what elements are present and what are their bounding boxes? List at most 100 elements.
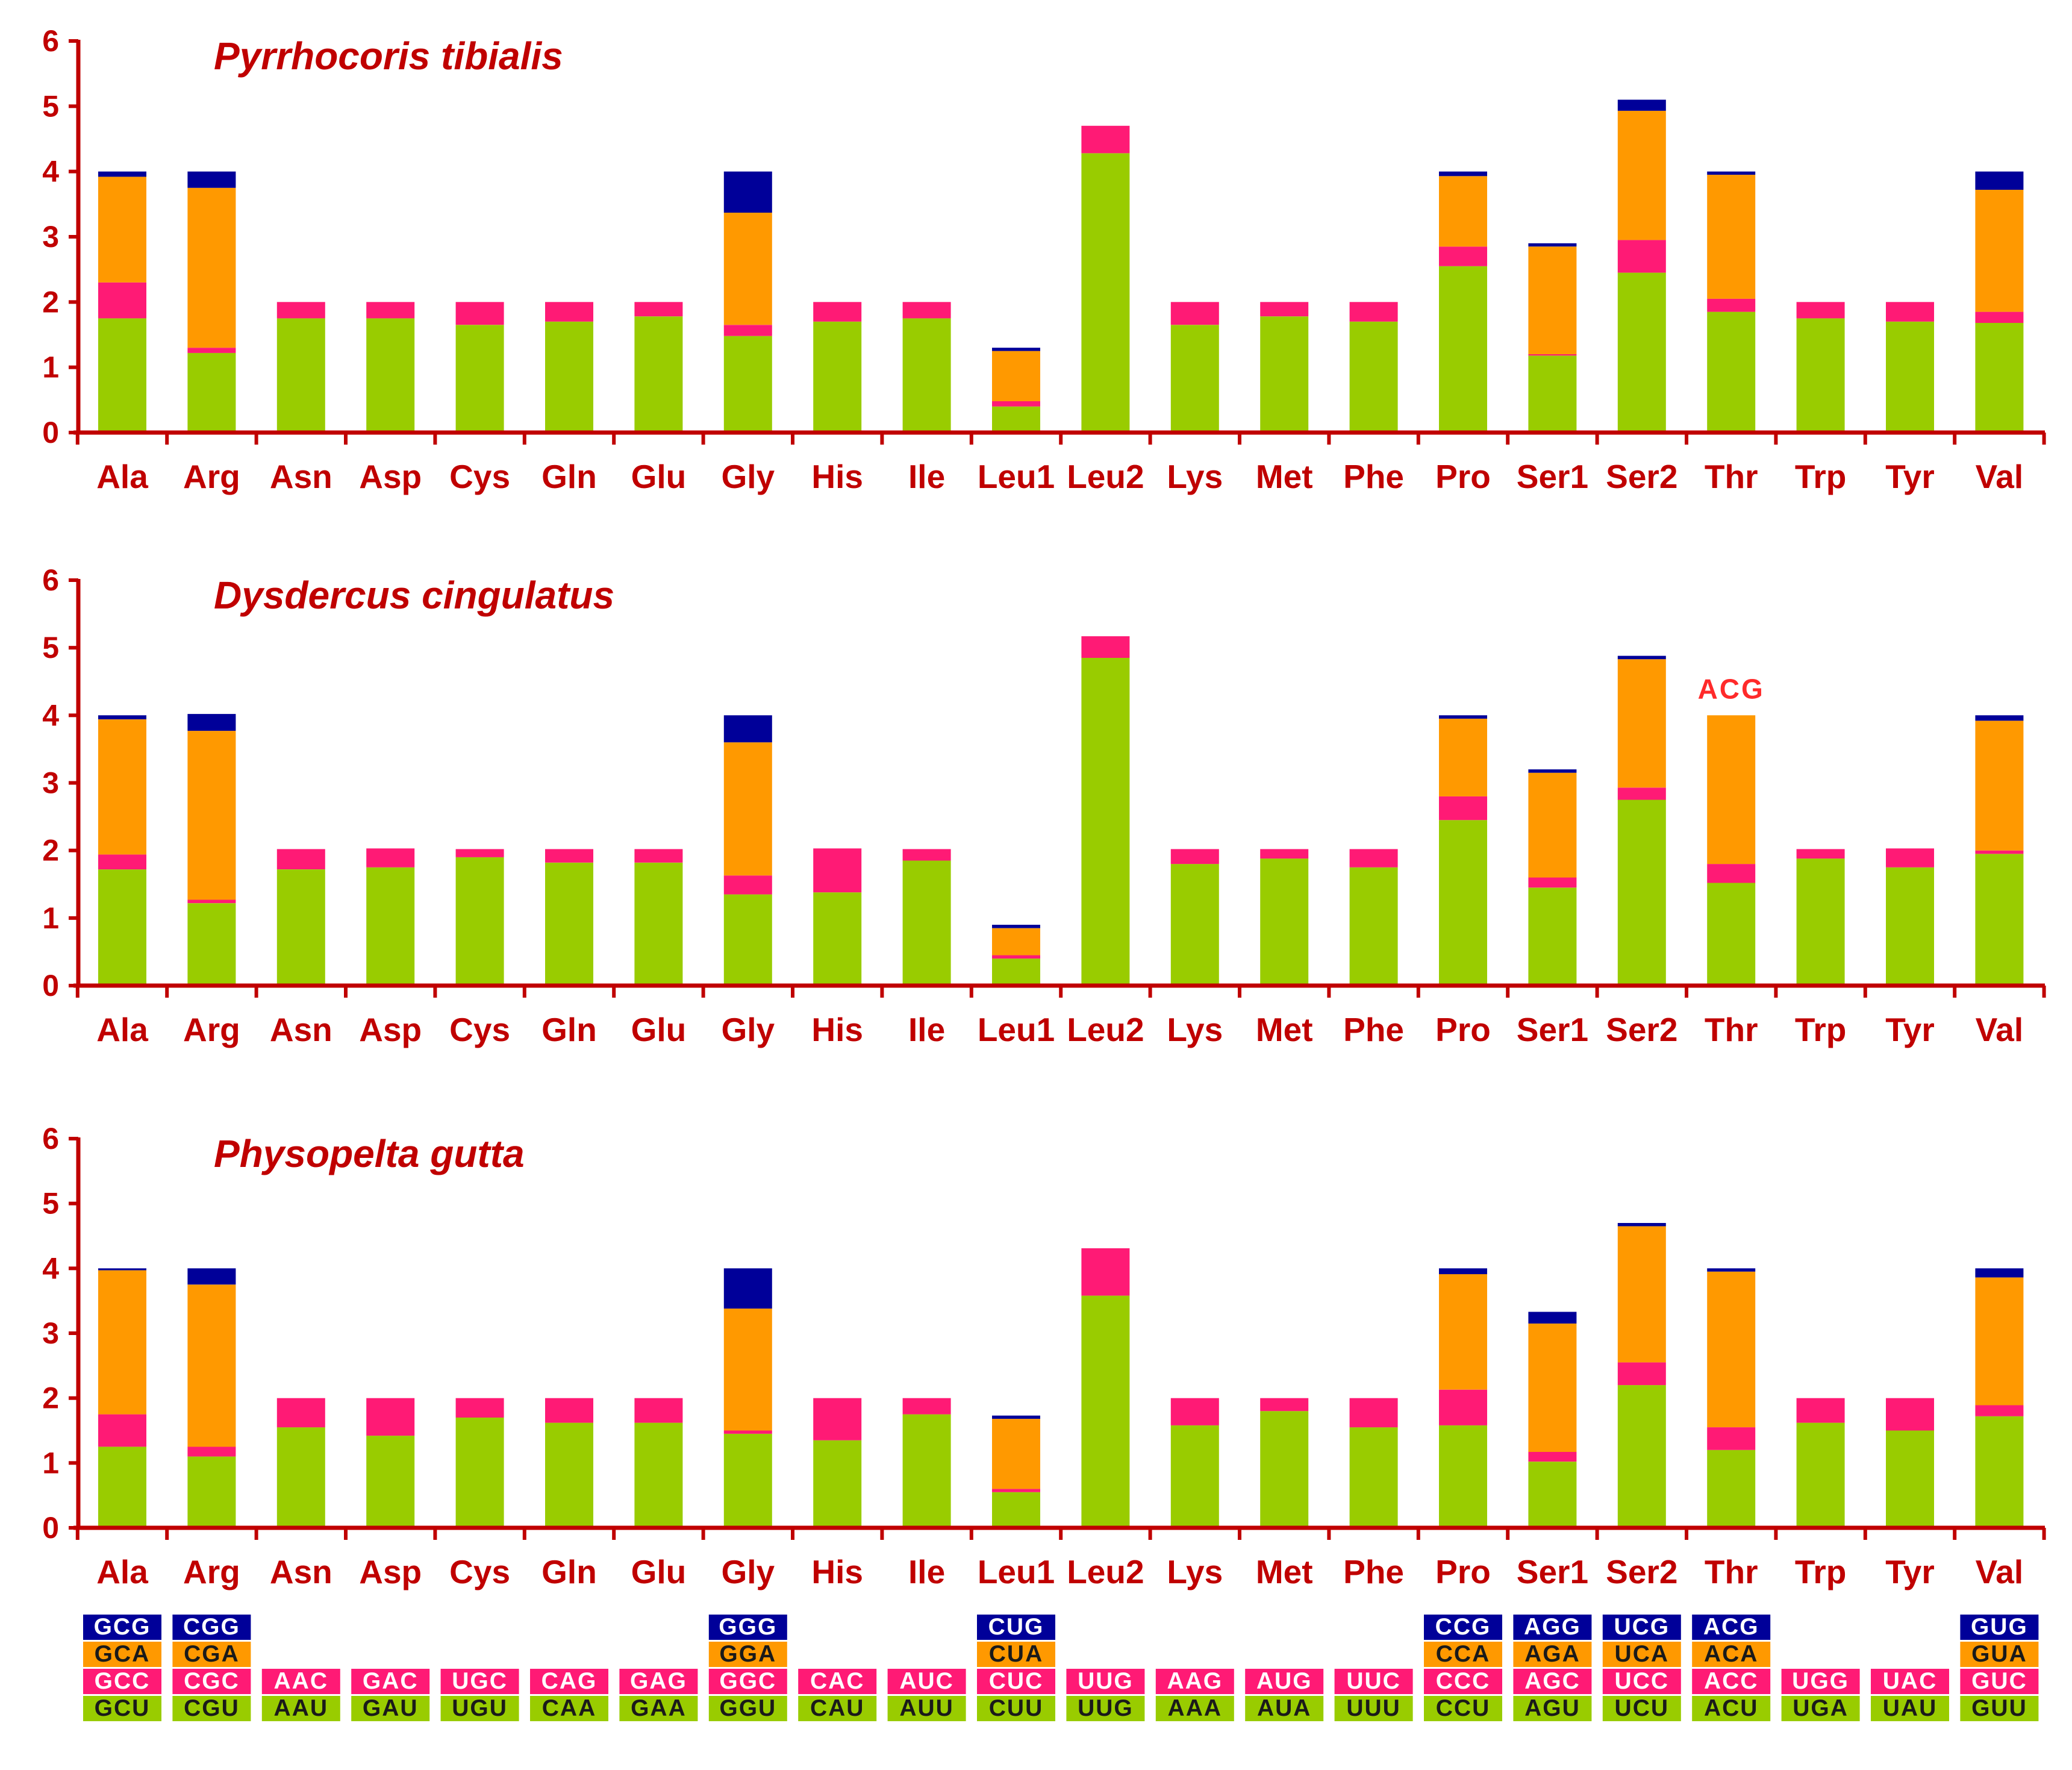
bar-segment-Ser1-4 xyxy=(1528,1312,1577,1324)
bar-segment-Phe-1 xyxy=(1349,1427,1398,1528)
x-tick-label: His xyxy=(811,458,863,495)
bar-segment-Pro-1 xyxy=(1439,266,1487,433)
codon-label: CAG xyxy=(541,1668,598,1694)
x-tick-label: Gly xyxy=(721,1011,775,1048)
codon-box xyxy=(1781,1669,1860,1694)
bar-segment-Val-1 xyxy=(1975,323,2024,433)
bar-segment-Leu1-2 xyxy=(992,955,1040,959)
bar-segment-Ser2-1 xyxy=(1617,272,1666,433)
codon-box xyxy=(1424,1642,1502,1667)
bar-segment-Pro-4 xyxy=(1439,171,1487,177)
codon-box xyxy=(1960,1696,2039,1721)
codon-label: GAC xyxy=(363,1668,419,1694)
x-tick-label: Ser2 xyxy=(1606,1011,1677,1048)
codon-label: GUC xyxy=(1971,1668,2027,1694)
codon-box xyxy=(1334,1669,1413,1694)
codon-box xyxy=(530,1669,608,1694)
codon-box xyxy=(83,1696,161,1721)
chart-title: Physopelta gutta xyxy=(214,1132,525,1175)
bar-segment-Asn-1 xyxy=(276,869,325,986)
codon-label: GCC xyxy=(95,1668,151,1694)
y-tick-label: 5 xyxy=(42,1187,59,1221)
bar-segment-Gly-1 xyxy=(723,1433,772,1528)
codon-label: CAU xyxy=(810,1695,865,1721)
x-tick-label: Thr xyxy=(1705,458,1758,495)
bar-segment-Tyr-1 xyxy=(1886,321,1934,433)
x-tick-label: Gln xyxy=(541,458,597,495)
x-tick-label: Ile xyxy=(908,1553,945,1590)
bar-segment-Ala-1 xyxy=(98,1446,146,1528)
bar-segment-Leu1-1 xyxy=(992,1492,1040,1528)
bar-segment-Lys-1 xyxy=(1170,864,1219,986)
y-tick-label: 4 xyxy=(42,698,59,732)
bar-segment-Pro-1 xyxy=(1439,1425,1487,1528)
codon-label: AAC xyxy=(274,1668,329,1694)
bar-segment-His-2 xyxy=(813,848,862,893)
x-tick-label: His xyxy=(811,1011,863,1048)
bar-segment-Ser2-3 xyxy=(1617,1226,1666,1363)
bar-segment-Ser1-2 xyxy=(1528,1452,1577,1462)
bar-segment-Pro-4 xyxy=(1439,1268,1487,1274)
chart-panel-1: 0 1 2 3 4 5 6 Ala Arg Asn Asp Cys Gln Glu Gly His Ile Leu… xyxy=(42,24,2046,495)
bar-segment-Leu1-3 xyxy=(992,351,1040,401)
x-tick-label: Ala xyxy=(96,1553,148,1590)
bar-segment-Trp-1 xyxy=(1796,318,1845,433)
codon-box xyxy=(887,1669,966,1694)
codon-label: CCU xyxy=(1436,1695,1491,1721)
y-tick-label: 0 xyxy=(42,969,59,1002)
codon-label: GGA xyxy=(719,1641,776,1667)
x-tick-label: Phe xyxy=(1343,1011,1404,1048)
codon-label: AGU xyxy=(1524,1695,1581,1721)
x-tick-label: Gln xyxy=(541,1011,597,1048)
bar-segment-Leu1-4 xyxy=(992,1415,1040,1419)
bar-segment-Gln-1 xyxy=(545,1422,593,1528)
codon-box xyxy=(708,1642,787,1667)
bar-segment-Ser1-2 xyxy=(1528,877,1577,888)
bar-segment-Ser1-2 xyxy=(1528,354,1577,356)
codon-box xyxy=(1692,1642,1771,1667)
bar-segment-Ile-2 xyxy=(902,849,951,861)
bar-segment-Gly-1 xyxy=(723,336,772,433)
x-tick-label: Tyr xyxy=(1885,458,1935,495)
codon-box xyxy=(977,1615,1055,1640)
codon-box xyxy=(1513,1669,1592,1694)
codon-label: AAU xyxy=(274,1695,329,1721)
codon-label: UGA xyxy=(1793,1695,1849,1721)
chart-panel-3: 0 1 2 3 4 5 6 Ala Arg Asn Asp Cys Gln Glu Gly His Ile Leu… xyxy=(42,1122,2046,1590)
bar-segment-Lys-2 xyxy=(1170,1398,1219,1425)
codon-label: UUG xyxy=(1078,1668,1134,1694)
y-tick-label: 2 xyxy=(42,1381,59,1415)
codon-label: UAU xyxy=(1883,1695,1938,1721)
bar-segment-Pro-3 xyxy=(1439,1274,1487,1390)
x-tick-label: Tyr xyxy=(1885,1011,1935,1048)
bar-segment-His-2 xyxy=(813,302,862,322)
bar-segment-Glu-1 xyxy=(634,862,683,986)
codon-box xyxy=(1781,1696,1860,1721)
codon-label: UUC xyxy=(1346,1668,1401,1694)
bar-segment-Arg-2 xyxy=(187,348,236,353)
bar-segment-Glu-2 xyxy=(634,302,683,317)
bar-segment-Ile-2 xyxy=(902,1398,951,1415)
y-tick-label: 3 xyxy=(42,1316,59,1350)
chart-panel-2: 0 1 2 3 4 5 6 Ala Arg Asn Asp Cys Gln Glu Gly His Ile Leu… xyxy=(42,563,2046,1048)
codon-box xyxy=(1602,1669,1681,1694)
bar-segment-Pro-4 xyxy=(1439,715,1487,719)
codon-label: AGG xyxy=(1524,1614,1581,1640)
bar-segment-Ser2-4 xyxy=(1617,1223,1666,1227)
bar-segment-Lys-1 xyxy=(1170,1425,1219,1528)
codon-label: AAG xyxy=(1167,1668,1223,1694)
codon-label: UGG xyxy=(1792,1668,1849,1694)
bar-segment-Pro-1 xyxy=(1439,820,1487,986)
codon-box xyxy=(1960,1642,2039,1667)
bar-segment-Phe-1 xyxy=(1349,321,1398,433)
x-tick-label: Pro xyxy=(1435,1553,1491,1590)
bar-segment-Asn-1 xyxy=(276,318,325,433)
bar-segment-Ala-4 xyxy=(98,171,146,177)
codon-label: CGG xyxy=(183,1614,240,1640)
bar-segment-His-1 xyxy=(813,892,862,986)
codon-label: AUC xyxy=(899,1668,954,1694)
x-tick-label: Ser1 xyxy=(1517,1553,1588,1590)
x-tick-label: Ser1 xyxy=(1517,1011,1588,1048)
bar-segment-Gly-2 xyxy=(723,1430,772,1434)
